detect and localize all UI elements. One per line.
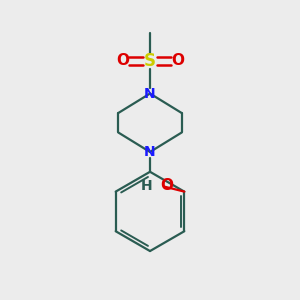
Text: N: N [144,145,156,159]
Text: S: S [144,52,156,70]
Text: H: H [141,179,153,193]
Text: O: O [160,178,173,193]
Text: O: O [116,53,129,68]
Text: N: N [144,86,156,100]
Text: O: O [171,53,184,68]
